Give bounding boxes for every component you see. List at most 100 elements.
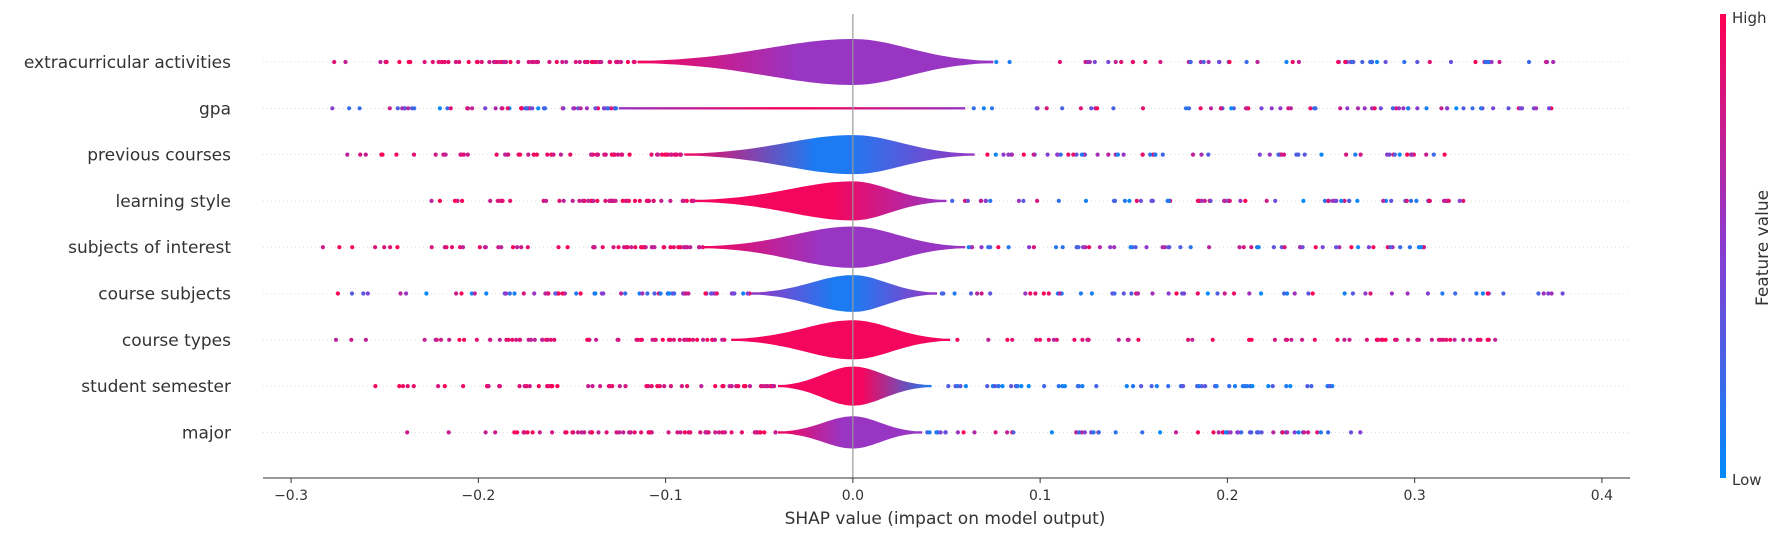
feature-row bbox=[263, 226, 1630, 268]
data-point bbox=[662, 384, 667, 389]
data-point bbox=[1448, 59, 1454, 65]
data-point bbox=[1010, 337, 1015, 342]
data-point bbox=[550, 384, 555, 389]
data-point bbox=[760, 384, 765, 389]
data-point bbox=[1448, 337, 1453, 342]
data-point bbox=[632, 198, 638, 203]
data-point bbox=[601, 106, 607, 111]
data-point bbox=[586, 198, 591, 203]
data-point bbox=[483, 245, 488, 250]
data-point bbox=[1244, 59, 1249, 65]
data-point bbox=[1245, 384, 1250, 389]
data-point bbox=[1232, 384, 1238, 389]
violin-body bbox=[703, 226, 966, 268]
data-point bbox=[1453, 291, 1458, 296]
data-point bbox=[1130, 384, 1136, 389]
data-point bbox=[1074, 152, 1079, 157]
data-point bbox=[517, 384, 522, 389]
data-point bbox=[979, 245, 984, 250]
data-point bbox=[573, 59, 578, 65]
data-point bbox=[1139, 384, 1144, 389]
data-point bbox=[1489, 59, 1494, 65]
data-point bbox=[515, 245, 520, 250]
feature-label: major bbox=[182, 423, 231, 443]
data-point bbox=[646, 198, 651, 203]
data-point bbox=[493, 106, 498, 111]
data-point bbox=[691, 198, 696, 203]
data-point bbox=[965, 198, 971, 203]
data-point bbox=[1346, 198, 1352, 203]
data-point bbox=[1238, 198, 1243, 203]
data-point bbox=[963, 384, 969, 389]
data-point bbox=[1097, 245, 1102, 250]
data-point bbox=[1313, 106, 1318, 111]
data-point bbox=[1306, 291, 1311, 296]
data-point bbox=[436, 384, 441, 389]
data-point bbox=[713, 430, 718, 435]
data-point bbox=[1288, 384, 1293, 389]
data-point bbox=[700, 337, 706, 342]
data-point bbox=[616, 245, 621, 250]
data-point bbox=[986, 337, 991, 342]
data-point bbox=[1178, 245, 1183, 250]
data-point bbox=[637, 198, 642, 203]
data-point bbox=[979, 291, 984, 296]
data-point bbox=[1355, 198, 1360, 203]
data-point bbox=[621, 430, 626, 435]
data-point bbox=[1363, 291, 1368, 296]
data-point bbox=[1406, 106, 1411, 111]
violin-body bbox=[684, 135, 975, 175]
data-point bbox=[1310, 291, 1315, 296]
data-point bbox=[1153, 152, 1158, 157]
data-point bbox=[1198, 59, 1203, 65]
data-point bbox=[599, 59, 604, 65]
data-point bbox=[532, 291, 537, 296]
data-point bbox=[674, 152, 679, 157]
data-point bbox=[1288, 106, 1293, 111]
data-point bbox=[1285, 430, 1290, 435]
data-point bbox=[487, 59, 492, 65]
data-point bbox=[1402, 59, 1407, 65]
data-point bbox=[1006, 152, 1011, 157]
data-point bbox=[1071, 152, 1076, 157]
data-point bbox=[1240, 384, 1245, 389]
data-point bbox=[683, 291, 689, 296]
data-point bbox=[600, 245, 605, 250]
data-point bbox=[411, 384, 416, 389]
data-point bbox=[469, 291, 474, 296]
data-point bbox=[579, 430, 584, 435]
x-axis-ticks: −0.3 −0.2 −0.1 0.0 0.1 0.2 0.3 0.4 bbox=[274, 478, 1613, 504]
feature-labels: extracurricular activities gpa previous co… bbox=[24, 53, 231, 443]
data-point bbox=[1208, 106, 1214, 111]
data-point bbox=[570, 430, 575, 435]
data-point bbox=[994, 59, 999, 65]
data-point bbox=[1158, 59, 1163, 65]
data-point bbox=[1297, 245, 1303, 250]
data-point bbox=[373, 384, 378, 389]
data-point bbox=[1398, 245, 1403, 250]
data-point bbox=[442, 384, 447, 389]
data-point bbox=[1358, 152, 1363, 157]
data-point bbox=[568, 152, 573, 157]
data-point bbox=[565, 245, 570, 250]
data-point bbox=[1289, 337, 1294, 342]
data-point bbox=[1222, 291, 1227, 296]
data-point bbox=[556, 291, 561, 296]
data-point bbox=[1264, 198, 1269, 203]
data-point bbox=[1424, 106, 1429, 111]
data-point bbox=[1283, 337, 1288, 342]
data-point bbox=[1054, 337, 1059, 342]
data-point bbox=[465, 106, 470, 111]
data-point bbox=[1441, 198, 1447, 203]
data-point bbox=[1392, 152, 1397, 157]
data-point bbox=[609, 198, 615, 203]
data-point bbox=[1290, 59, 1295, 65]
data-point bbox=[1338, 106, 1343, 111]
data-point bbox=[671, 337, 677, 342]
data-point bbox=[595, 198, 600, 203]
data-point bbox=[548, 337, 553, 342]
data-point bbox=[1378, 106, 1383, 111]
data-point bbox=[525, 430, 530, 435]
data-point bbox=[553, 291, 558, 296]
data-point bbox=[1035, 198, 1040, 203]
